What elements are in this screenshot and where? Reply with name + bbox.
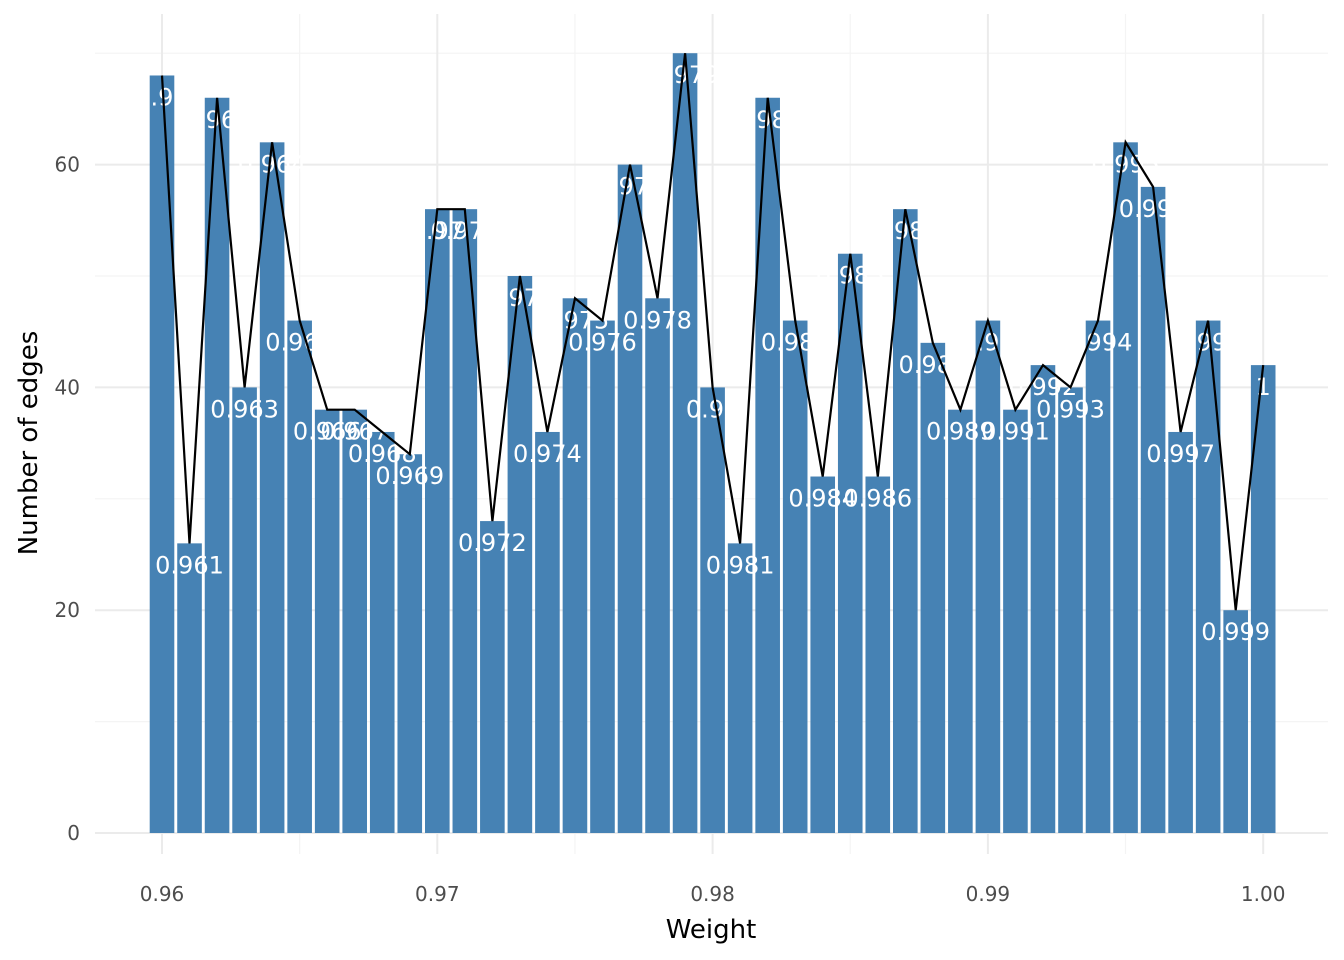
bar-label: 0.977 <box>596 173 665 201</box>
bar-label: 0.973 <box>486 284 555 312</box>
bar-label: 0.997 <box>1146 440 1215 468</box>
bar-label: 0.976 <box>568 329 637 357</box>
y-tick-label: 60 <box>55 153 80 177</box>
bar-label: 0.975 <box>541 306 610 334</box>
bar-labels: 0.960.9610.9620.9630.9640.9650.9660.9670… <box>135 61 1271 646</box>
bar-label: 0.995 <box>1091 150 1160 178</box>
bar-label: 0.983 <box>761 329 830 357</box>
bar-label: 0.972 <box>458 529 527 557</box>
bar <box>287 320 312 833</box>
bar-label: 1 <box>1256 373 1271 401</box>
x-tick-label: 0.97 <box>415 882 460 906</box>
bar-label: 0.992 <box>1009 373 1078 401</box>
bar <box>535 431 560 833</box>
x-tick-label: 0.99 <box>966 882 1011 906</box>
bar-label: 0.987 <box>871 217 940 245</box>
bar-label: 0.965 <box>265 329 334 357</box>
trend-line <box>160 53 1265 611</box>
bar <box>782 320 808 833</box>
bar-label: 0.963 <box>210 395 279 423</box>
bar <box>1030 365 1056 833</box>
bar <box>727 543 753 833</box>
y-tick-label: 40 <box>55 375 80 399</box>
bar <box>177 543 202 833</box>
bar <box>1168 431 1193 833</box>
bar <box>755 97 780 833</box>
bar <box>369 431 395 833</box>
bar <box>507 276 533 833</box>
bar-label: 0.97 <box>411 217 464 245</box>
bar <box>232 387 257 833</box>
bar-label: 0.961 <box>155 551 224 579</box>
bar <box>480 521 505 833</box>
bar <box>204 97 230 833</box>
bar-label: 0.999 <box>1201 618 1270 646</box>
bar-label: 0.986 <box>843 485 912 513</box>
bar <box>920 342 946 833</box>
bar <box>1085 320 1111 833</box>
bar <box>810 476 836 833</box>
x-tick-label: 1.00 <box>1241 882 1286 906</box>
x-axis-title: Weight <box>666 915 757 945</box>
x-tick-label: 0.98 <box>690 882 735 906</box>
bar <box>1113 142 1138 833</box>
bar-label: 0.991 <box>981 418 1050 446</box>
bar-label: 0.981 <box>706 551 775 579</box>
bar-label: 0.988 <box>898 351 967 379</box>
bar <box>700 387 725 833</box>
bar-label: 0.996 <box>1119 195 1188 223</box>
bar-label: 0.993 <box>1036 395 1105 423</box>
bar <box>149 75 175 834</box>
bar <box>590 320 615 833</box>
bar <box>1195 320 1221 833</box>
bar <box>397 454 423 833</box>
trend-line-group <box>160 53 1265 611</box>
bar <box>425 209 450 833</box>
y-axis-title: Number of edges <box>14 331 44 556</box>
bar <box>342 409 368 833</box>
bar-label: 0.989 <box>926 418 995 446</box>
bar-label: 0.998 <box>1174 329 1243 357</box>
bar <box>259 142 285 833</box>
bar <box>865 476 891 833</box>
y-tick-label: 20 <box>55 598 80 622</box>
bar <box>314 409 340 833</box>
bar-label: 0.966 <box>293 418 362 446</box>
x-axis-ticks: 0.96 0.97 0.98 0.99 1.00 <box>140 882 1286 906</box>
y-axis-ticks: 0 20 40 60 <box>55 153 80 845</box>
bar-label: 0.969 <box>375 462 444 490</box>
bar <box>1140 186 1166 833</box>
bar <box>562 298 588 833</box>
bar-label: 0.984 <box>788 485 857 513</box>
bar <box>672 53 698 833</box>
bar <box>1058 387 1083 833</box>
bar <box>893 209 918 833</box>
bar <box>837 253 863 834</box>
bar-label: 0.964 <box>238 150 307 178</box>
x-tick-label: 0.96 <box>140 882 185 906</box>
bar-label: 0.994 <box>1064 329 1133 357</box>
bar-label: 0.974 <box>513 440 582 468</box>
bar <box>1003 409 1028 833</box>
bar <box>645 298 670 833</box>
bar-label: 0.967 <box>320 418 389 446</box>
bar <box>1223 610 1248 833</box>
bar-label: 0.98 <box>686 395 739 423</box>
bar <box>617 164 643 834</box>
bar <box>975 320 1001 833</box>
y-tick-label: 0 <box>67 821 80 845</box>
bar-label: 0.968 <box>348 440 417 468</box>
bar <box>948 409 973 833</box>
bar-label: 0.99 <box>961 329 1014 357</box>
bars <box>149 53 1276 834</box>
bar-label: 0.978 <box>623 306 692 334</box>
bar-label: 0.985 <box>816 262 885 290</box>
